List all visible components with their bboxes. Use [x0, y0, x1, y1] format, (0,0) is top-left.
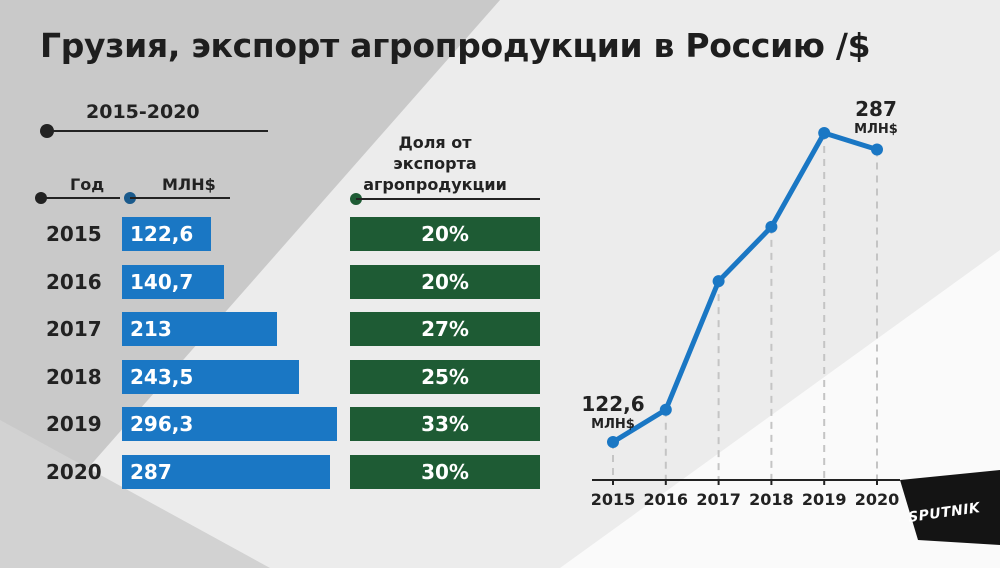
table-row-year: 2018	[46, 364, 102, 389]
data-point	[607, 436, 619, 448]
value-col-header: МЛН$	[162, 175, 216, 194]
x-tick-label: 2018	[749, 490, 794, 509]
start-value-label: 122,6	[581, 392, 644, 416]
data-point	[871, 143, 883, 156]
value-bar: 122,6	[122, 217, 211, 251]
x-tick-label: 2020	[855, 490, 900, 509]
value-col-underline	[130, 197, 230, 199]
start-unit-label: МЛН$	[591, 417, 635, 432]
background-gray-wedge-lower	[0, 420, 270, 568]
table-row-year: 2020	[46, 459, 102, 484]
x-tick-label: 2015	[591, 490, 636, 509]
share-cell: 20%	[350, 264, 540, 299]
year-col-underline	[42, 197, 120, 199]
table-row-year: 2017	[46, 317, 102, 341]
period-underline	[48, 130, 268, 132]
end-value-label: 287	[855, 97, 897, 121]
data-point	[712, 275, 725, 288]
logo-badge	[900, 470, 1000, 545]
value-bar: 243,5	[122, 359, 299, 394]
value-bar: 140,7	[122, 264, 224, 299]
table-row-year: 2016	[46, 269, 102, 294]
period-label: 2015-2020	[86, 101, 200, 123]
table-row-year: 2015	[46, 222, 102, 246]
x-tick-label: 2019	[802, 490, 847, 509]
data-point	[818, 127, 831, 139]
share-cell: 25%	[350, 359, 540, 394]
value-bar: 213	[122, 312, 277, 346]
share-cell: 30%	[350, 454, 540, 489]
x-tick-label: 2016	[644, 490, 689, 509]
share-cell: 27%	[350, 312, 540, 346]
data-point	[659, 403, 672, 416]
data-point	[765, 220, 778, 233]
background-white-wedge	[560, 250, 1000, 568]
value-bar: 296,3	[122, 407, 337, 441]
share-cell: 20%	[350, 217, 540, 251]
share-col-underline	[356, 198, 540, 200]
page-title: Грузия, экспорт агропродукции в Россию /…	[40, 26, 871, 65]
year-col-header: Год	[70, 175, 105, 194]
period-dot	[40, 124, 54, 138]
share-cell: 33%	[350, 407, 540, 441]
series-line	[611, 130, 878, 445]
end-unit-label: МЛН$	[854, 122, 898, 137]
share-col-header: Доля от экспорта агропродукции	[363, 133, 507, 194]
x-tick-label: 2017	[696, 490, 741, 509]
table-row-year: 2019	[46, 412, 102, 436]
value-bar: 287	[122, 454, 330, 489]
year-col-dot	[35, 192, 47, 204]
